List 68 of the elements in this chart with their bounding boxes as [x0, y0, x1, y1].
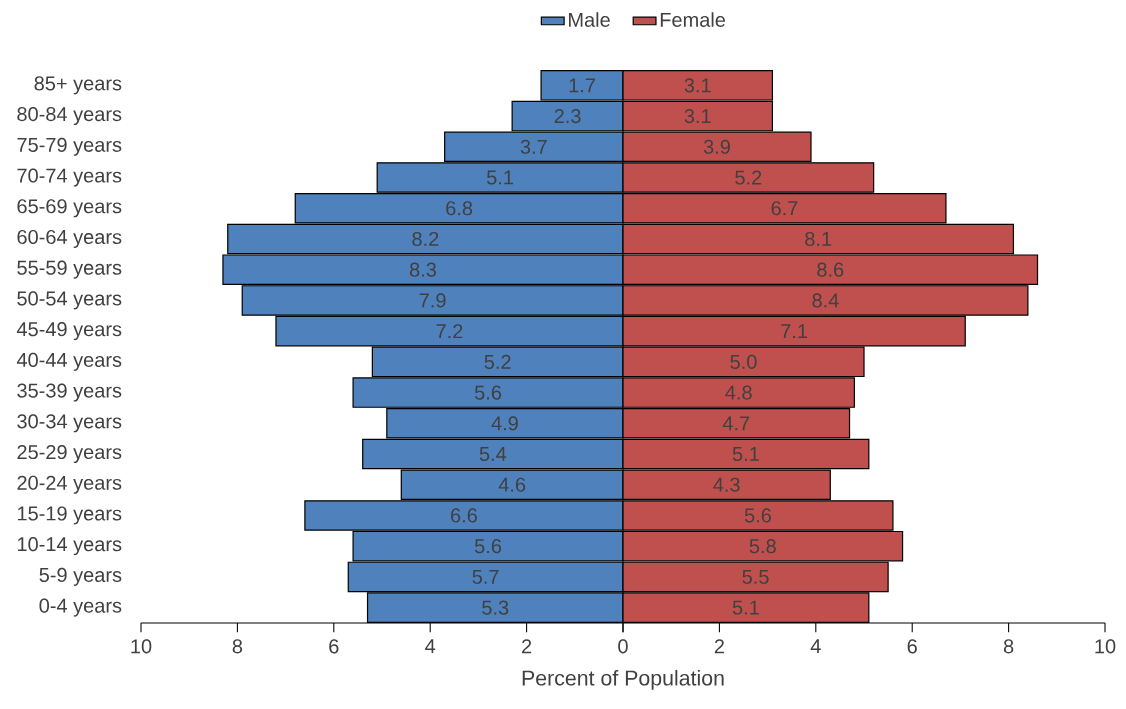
y-tick-label: 20-24 years: [17, 475, 122, 494]
data-label: 7.9: [419, 293, 446, 308]
data-label: 5.1: [486, 170, 514, 185]
x-tick-label: 8: [232, 639, 243, 654]
data-label: 1.7: [569, 78, 595, 93]
data-label: 7.2: [436, 324, 463, 339]
data-label: 5.1: [732, 600, 759, 615]
data-label: 5.1: [732, 447, 759, 461]
data-label: 5.0: [730, 354, 757, 369]
data-label: 3.7: [520, 139, 547, 154]
y-tick-label: 60-64 years: [17, 229, 122, 249]
data-label: 8.4: [812, 293, 839, 308]
data-label: 6.7: [771, 201, 798, 216]
y-tick-label: 30-34 years: [17, 414, 122, 433]
data-label: 2.3: [554, 108, 581, 124]
data-label: 5.2: [484, 354, 511, 369]
data-label: 4.3: [713, 477, 740, 492]
legend-label: Male: [569, 12, 610, 27]
y-tick-label: 75-79 years: [17, 137, 122, 156]
x-tick-label: 10: [1095, 639, 1116, 654]
data-label: 5.5: [742, 569, 769, 584]
y-tick-label: 70-74 years: [17, 168, 122, 187]
x-tick-label: 4: [425, 639, 436, 654]
y-tick-label: 45-49 years: [16, 322, 122, 341]
data-label: 5.6: [474, 385, 502, 400]
y-tick-label: 85+ years: [34, 76, 122, 95]
x-tick-label: 10: [131, 639, 152, 654]
data-label: 4.8: [725, 385, 752, 400]
data-label: 5.6: [744, 508, 771, 523]
data-label: 5.8: [749, 539, 776, 554]
data-label: 5.7: [472, 569, 499, 584]
data-label: 6.6: [451, 508, 477, 523]
x-axis-title: Percent of Population: [522, 669, 724, 690]
data-label: 3.1: [684, 78, 711, 93]
x-tick-label: 2: [522, 639, 532, 654]
x-tick-label: 4: [810, 639, 821, 654]
x-tick-label: 2: [714, 639, 724, 654]
y-tick-label: 40-44 years: [16, 352, 122, 371]
data-label: 5.6: [474, 539, 502, 554]
y-tick-label: 0-4 years: [39, 598, 122, 617]
y-tick-label: 50-54 years: [17, 291, 122, 310]
data-label: 4.7: [722, 416, 750, 431]
x-tick-label: 6: [907, 639, 917, 654]
data-label: 4.6: [498, 477, 526, 492]
legend-label: Female: [660, 12, 726, 27]
x-tick-label: 8: [1003, 639, 1014, 654]
data-label: 8.1: [805, 231, 832, 247]
data-label: 3.9: [703, 139, 730, 154]
y-tick-label: 35-39 years: [17, 383, 122, 402]
data-label: 5.2: [735, 170, 762, 185]
x-tick-label: 6: [329, 639, 339, 654]
y-tick-label: 25-29 years: [17, 444, 122, 464]
data-label: 6.8: [446, 201, 473, 216]
y-tick-label: 55-59 years: [17, 260, 122, 279]
y-tick-label: 10-14 years: [17, 537, 122, 556]
data-label: 4.9: [491, 416, 518, 431]
x-tick-label: 0: [618, 639, 628, 654]
data-label: 7.1: [781, 324, 808, 339]
data-label: 8.3: [409, 262, 436, 277]
y-tick-label: 5-9 years: [39, 567, 122, 586]
data-label: 3.1: [684, 108, 711, 124]
data-label: 8.2: [412, 231, 439, 247]
data-label: 5.4: [479, 447, 507, 461]
y-tick-label: 80-84 years: [17, 107, 122, 126]
data-label: 5.3: [482, 600, 509, 615]
y-tick-label: 65-69 years: [17, 199, 122, 218]
y-tick-label: 15-19 years: [17, 506, 122, 525]
data-label: 8.6: [817, 262, 844, 277]
